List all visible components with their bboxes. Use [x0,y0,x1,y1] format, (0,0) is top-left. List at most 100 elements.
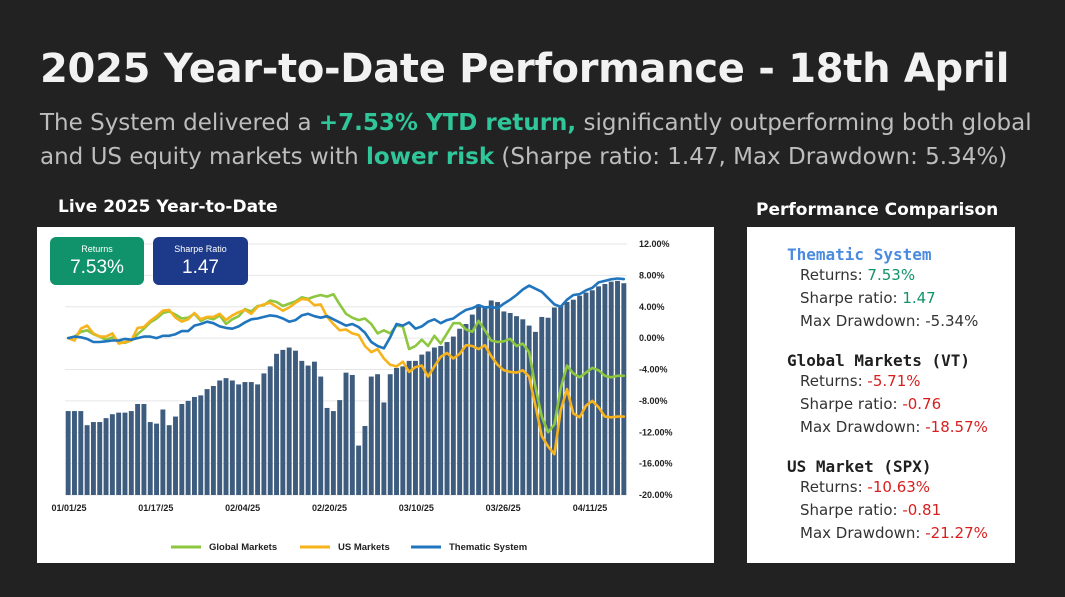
legend-label: US Markets [338,542,390,553]
x-tick-label: 04/11/25 [573,503,608,513]
drawdown-bar [425,351,431,495]
drawdown-bar [191,396,197,495]
legend-label: Thematic System [449,542,527,553]
returns-value: -10.63% [867,478,931,496]
drawdown-row: Max Drawdown: -18.57% [800,416,988,439]
drawdown-bar [444,342,450,495]
drawdown-bar [128,411,134,495]
drawdown-bar [324,407,330,495]
drawdown-value: -5.34% [925,312,979,330]
sharpe-label: Sharpe ratio: [800,501,903,519]
comparison-heading: Performance Comparison [756,200,999,220]
drawdown-bar [179,404,185,495]
subtitle-highlight-return: +7.53% YTD return, [318,110,577,136]
drawdown-bar [375,374,381,495]
sharpe-label: Sharpe ratio: [800,289,903,307]
drawdown-value: -18.57% [925,418,988,436]
drawdown-bar [431,347,437,495]
drawdown-bar [274,353,279,495]
drawdown-bar [229,380,235,495]
drawdown-bar [116,412,122,495]
drawdown-label: Max Drawdown: [800,418,926,436]
drawdown-bar [621,283,627,495]
drawdown-bar [135,404,141,495]
drawdown-bar [615,280,620,495]
system-block-global: Global Markets (VT) Returns: -5.71% Shar… [787,351,988,439]
sharpe-row: Sharpe ratio: 1.47 [800,287,978,310]
drawdown-value: -21.27% [925,524,988,542]
drawdown-bar [78,411,84,495]
drawdown-bar [583,292,589,495]
drawdown-bar [72,411,77,495]
drawdown-bar [343,372,349,495]
subtitle-text-3: (Sharpe ratio: 1.47, Max Drawdown: 5.34%… [494,144,1008,170]
x-tick-label: 03/26/25 [486,503,521,513]
drawdown-bar [450,336,456,495]
drawdown-bar [381,402,387,495]
y-tick-label: -20.00% [639,490,673,500]
drawdown-bar [356,445,362,495]
drawdown-bar [349,374,355,495]
drawdown-bar [476,304,482,495]
drawdown-bar [210,385,216,495]
returns-kpi-value: 7.53% [70,257,124,278]
x-tick-label: 03/10/25 [399,503,434,513]
drawdown-bar [387,374,393,495]
sharpe-value: -0.76 [902,395,942,413]
drawdown-bar [65,411,71,495]
drawdown-bar [160,409,166,495]
sharpe-kpi-label: Sharpe Ratio [174,244,227,254]
system-block-thematic: Thematic System Returns: 7.53% Sharpe ra… [787,245,978,333]
sharpe-value: 1.47 [902,289,936,307]
drawdown-bar [242,382,248,495]
returns-row: Returns: 7.53% [800,264,978,287]
drawdown-bar [166,425,172,495]
sharpe-label: Sharpe ratio: [800,395,903,413]
drawdown-bar [545,317,551,495]
drawdown-bar [589,290,595,495]
chart-heading: Live 2025 Year-to-Date [58,197,278,217]
drawdown-bar [198,395,204,495]
drawdown-bar [469,314,475,495]
drawdown-bar [495,302,501,495]
us-markets-line [66,297,626,456]
drawdown-bar [280,349,286,495]
page-subtitle: The System delivered a +7.53% YTD return… [40,106,1040,174]
drawdown-bar [147,422,153,495]
drawdown-bar [406,360,412,495]
drawdown-bar [103,418,109,495]
returns-row: Returns: -10.63% [800,476,988,499]
drawdown-bar [368,376,374,495]
y-tick-label: -4.00% [639,365,668,375]
system-name: Global Markets (VT) [787,351,971,370]
y-tick-label: 0.00% [639,333,665,343]
drawdown-bar [293,350,298,495]
x-tick-label: 01/01/25 [51,503,86,513]
y-tick-label: 8.00% [639,270,665,280]
drawdown-bar [564,302,570,495]
sharpe-row: Sharpe ratio: -0.76 [800,393,988,416]
thematic-system-line [66,277,626,350]
returns-value: 7.53% [867,266,916,284]
drawdown-label: Max Drawdown: [800,312,926,330]
x-tick-label: 02/20/25 [312,503,347,513]
returns-kpi-label: Returns [81,244,113,254]
drawdown-bar [204,389,210,495]
drawdown-bar [463,324,469,495]
drawdown-bar [608,281,614,495]
drawdown-bar [577,295,583,495]
drawdown-row: Max Drawdown: -21.27% [800,522,988,545]
returns-label: Returns: [800,372,868,390]
drawdown-bar [400,366,406,495]
y-tick-label: 12.00% [639,239,670,249]
sharpe-kpi-card: Sharpe Ratio 1.47 [153,237,248,285]
sharpe-value: -0.81 [902,501,942,519]
drawdown-bar [318,376,324,495]
drawdown-bar [337,400,343,495]
drawdown-bar [501,311,507,495]
drawdown-bar [602,284,608,495]
drawdown-bar [596,286,602,495]
drawdown-bar [141,404,147,495]
drawdown-bar [362,425,368,495]
y-tick-label: -12.00% [639,427,673,437]
